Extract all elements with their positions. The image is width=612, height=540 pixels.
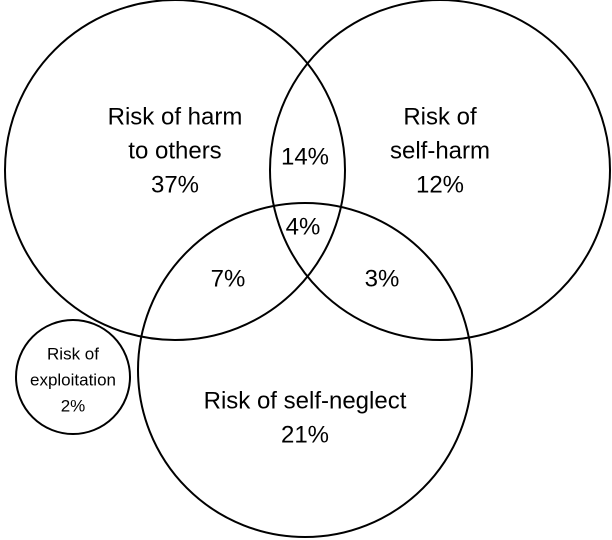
set-label: Risk of: [403, 103, 477, 130]
set-label: Risk of: [47, 344, 99, 363]
overlap-value: 4%: [286, 213, 321, 240]
set-circle: [15, 319, 131, 435]
set-value: 37%: [151, 171, 199, 198]
set-label: exploitation: [30, 370, 116, 389]
set-value: 2%: [61, 396, 86, 415]
set-label: to others: [128, 137, 221, 164]
overlap-value: 3%: [365, 265, 400, 292]
overlap-value: 7%: [211, 265, 246, 292]
set-circle: [137, 202, 473, 538]
set-value: 12%: [416, 171, 464, 198]
set-value: 21%: [281, 421, 329, 448]
set-circle: [269, 0, 611, 341]
set-circle: [4, 0, 346, 341]
set-label: self-harm: [390, 137, 490, 164]
set-label: Risk of self-neglect: [204, 387, 407, 414]
set-label: Risk of harm: [108, 103, 243, 130]
overlap-value: 14%: [281, 143, 329, 170]
